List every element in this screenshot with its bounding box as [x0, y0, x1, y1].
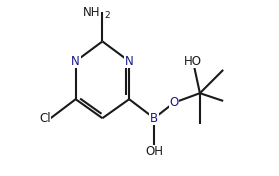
- Text: O: O: [169, 96, 179, 109]
- Text: HO: HO: [184, 55, 202, 68]
- Text: 2: 2: [104, 11, 110, 20]
- Text: N: N: [71, 55, 80, 68]
- Text: OH: OH: [145, 145, 163, 158]
- Text: B: B: [150, 112, 158, 125]
- Text: NH: NH: [83, 6, 101, 19]
- Text: N: N: [125, 55, 134, 68]
- Text: Cl: Cl: [39, 112, 50, 125]
